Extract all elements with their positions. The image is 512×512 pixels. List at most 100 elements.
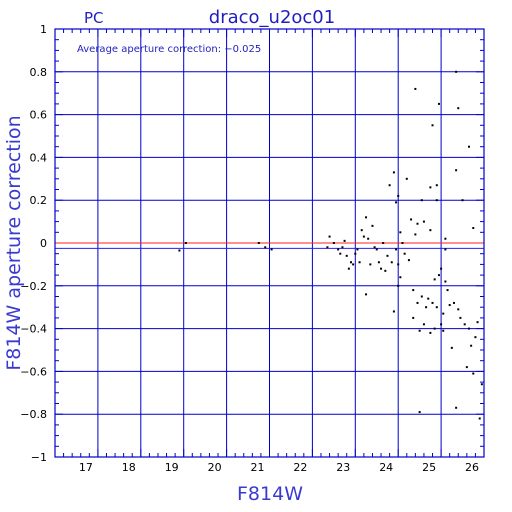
chart-tag: PC	[84, 9, 104, 27]
data-point	[452, 301, 455, 304]
data-point	[326, 246, 329, 249]
data-point	[435, 199, 438, 202]
data-point	[397, 284, 400, 287]
y-tick-label: −0.4	[20, 323, 47, 336]
data-point	[433, 278, 436, 281]
data-point	[403, 252, 406, 255]
data-point	[384, 269, 387, 272]
data-point	[401, 242, 404, 244]
y-tick-label: −0.8	[20, 408, 47, 421]
data-point	[448, 304, 451, 307]
x-tick-label: 22	[293, 461, 307, 474]
data-point	[457, 308, 460, 311]
data-point	[420, 199, 423, 202]
data-point	[414, 233, 417, 236]
data-point	[257, 242, 260, 244]
data-point	[270, 248, 273, 251]
data-point	[431, 301, 434, 304]
y-tick-label: 0.8	[30, 66, 48, 79]
data-points	[178, 70, 483, 420]
data-point	[474, 336, 477, 339]
data-point	[350, 261, 353, 264]
data-point	[362, 235, 365, 238]
data-point	[478, 417, 481, 420]
data-point	[450, 346, 453, 349]
data-point	[440, 267, 443, 270]
data-point	[446, 289, 449, 292]
y-tick-labels: −1 −0.8 −0.6 −0.4 −0.2 0 0.2 0.4 0.6 0.8 1	[20, 23, 47, 464]
data-point	[365, 293, 368, 296]
data-point	[422, 220, 425, 223]
x-tick-label: 24	[379, 461, 393, 474]
y-tick-label: −1	[31, 451, 47, 464]
y-tick-label: −0.2	[20, 280, 47, 293]
data-point	[472, 227, 475, 230]
data-point	[380, 267, 383, 270]
data-point	[427, 297, 430, 300]
data-point	[422, 323, 425, 326]
data-point	[343, 239, 346, 242]
data-point	[444, 280, 447, 283]
x-tick-label: 18	[122, 461, 136, 474]
data-point	[467, 327, 470, 330]
data-point	[386, 254, 389, 257]
y-tick-label: 0	[40, 237, 47, 250]
data-point	[470, 344, 473, 347]
data-point	[367, 237, 370, 240]
data-point	[435, 184, 438, 187]
data-point	[457, 107, 460, 110]
data-point	[356, 248, 359, 251]
data-point	[382, 242, 385, 244]
data-point	[354, 252, 357, 255]
data-point	[332, 242, 335, 244]
data-point	[416, 301, 419, 304]
y-tick-label: 0.4	[30, 151, 48, 164]
data-point	[395, 201, 398, 204]
data-point	[360, 229, 363, 232]
data-point	[463, 323, 466, 326]
data-point	[341, 246, 344, 249]
x-tick-label: 23	[336, 461, 350, 474]
x-tick-label: 26	[465, 461, 479, 474]
data-point	[437, 102, 440, 105]
data-point	[442, 312, 445, 315]
data-point	[467, 145, 470, 148]
data-point	[442, 329, 445, 332]
data-point	[435, 306, 438, 309]
data-point	[455, 406, 458, 409]
data-point	[345, 254, 348, 257]
data-point	[178, 249, 181, 252]
data-point	[328, 235, 331, 238]
data-point	[392, 310, 395, 313]
data-point	[369, 263, 372, 266]
data-point	[392, 171, 395, 174]
data-point	[397, 194, 400, 197]
x-tick-label: 19	[165, 461, 179, 474]
y-tick-label: −0.6	[20, 365, 47, 378]
chart-title: draco_u2oc01	[209, 7, 335, 28]
data-point	[459, 316, 462, 319]
data-point	[461, 199, 464, 202]
data-point	[429, 229, 432, 232]
data-point	[425, 306, 428, 309]
data-point	[373, 246, 376, 249]
data-point	[416, 222, 419, 225]
data-point	[455, 70, 458, 73]
data-point	[375, 248, 378, 251]
data-point	[399, 231, 402, 234]
data-point	[365, 216, 368, 219]
average-annotation: Average aperture correction: −0.025	[77, 44, 261, 55]
data-point	[444, 248, 447, 251]
data-point	[371, 224, 374, 227]
data-point	[399, 276, 402, 279]
y-tick-label: 0.6	[30, 109, 48, 122]
data-point	[395, 248, 398, 251]
data-point	[184, 242, 187, 244]
data-point	[480, 383, 483, 386]
data-point	[472, 372, 475, 375]
data-point	[418, 411, 421, 414]
data-point	[358, 261, 361, 264]
x-tick-label: 25	[422, 461, 436, 474]
reference-lines	[55, 242, 484, 249]
